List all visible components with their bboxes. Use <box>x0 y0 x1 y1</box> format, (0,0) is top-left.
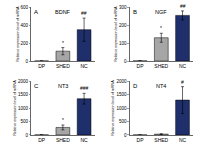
svg-text:DP: DP <box>38 63 46 69</box>
svg-text:*: * <box>62 117 64 123</box>
svg-text:DP: DP <box>38 137 46 143</box>
svg-text:600: 600 <box>21 5 29 10</box>
svg-text:200: 200 <box>119 23 127 28</box>
svg-text:DP: DP <box>137 63 145 69</box>
svg-text:NC: NC <box>80 137 88 143</box>
svg-text:NGF: NGF <box>155 9 167 15</box>
svg-text:*: * <box>160 25 162 31</box>
svg-text:SHED: SHED <box>154 137 168 143</box>
svg-text:0: 0 <box>124 133 127 138</box>
svg-text:0: 0 <box>26 59 29 64</box>
svg-text:DP: DP <box>137 137 145 143</box>
svg-text:A: A <box>34 9 38 15</box>
svg-text:NT4: NT4 <box>156 83 166 89</box>
svg-text:##: ## <box>81 10 87 16</box>
svg-text:BDNF: BDNF <box>55 9 71 15</box>
svg-text:Relative expression level of m: Relative expression level of mRNA <box>114 6 118 62</box>
svg-text:Relative expression level of m: Relative expression level of mRNA <box>16 6 20 62</box>
svg-text:#: # <box>181 79 184 85</box>
svg-text:SHED: SHED <box>154 63 168 69</box>
svg-text:1000: 1000 <box>116 106 127 111</box>
svg-text:###: ### <box>80 85 89 91</box>
svg-text:*: * <box>62 40 64 46</box>
svg-text:D: D <box>133 83 138 89</box>
svg-text:1000: 1000 <box>18 106 29 111</box>
svg-text:2000: 2000 <box>116 79 127 84</box>
svg-text:Relative expression level of m: Relative expression level of mRNA <box>13 80 17 136</box>
svg-text:300: 300 <box>119 5 127 10</box>
svg-text:200: 200 <box>21 41 29 46</box>
svg-text:0: 0 <box>26 133 29 138</box>
svg-text:500: 500 <box>119 119 127 124</box>
svg-text:1500: 1500 <box>18 92 29 97</box>
svg-text:SHED: SHED <box>56 137 70 143</box>
svg-text:NC: NC <box>80 63 88 69</box>
svg-text:Relative expression level of m: Relative expression level of mRNA <box>111 80 115 136</box>
svg-text:100: 100 <box>119 41 127 46</box>
svg-text:##: ## <box>180 3 186 9</box>
svg-text:NT3: NT3 <box>58 83 68 89</box>
svg-text:C: C <box>34 83 39 89</box>
svg-text:0: 0 <box>124 59 127 64</box>
svg-text:1500: 1500 <box>116 92 127 97</box>
svg-text:NC: NC <box>179 137 187 143</box>
svg-text:500: 500 <box>21 119 29 124</box>
svg-text:B: B <box>133 9 137 15</box>
svg-text:2000: 2000 <box>18 79 29 84</box>
svg-text:400: 400 <box>21 23 29 28</box>
svg-text:NC: NC <box>179 63 187 69</box>
svg-text:SHED: SHED <box>56 63 70 69</box>
